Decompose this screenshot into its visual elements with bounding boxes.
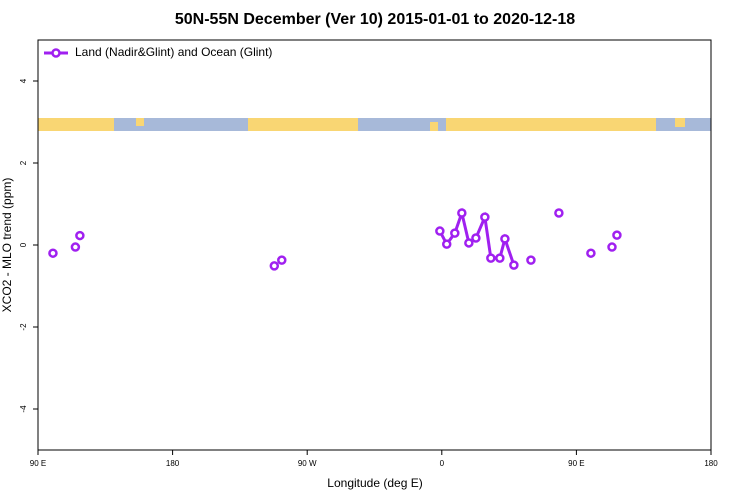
x-axis-label: Longitude (deg E): [327, 476, 422, 490]
x-tick-label: 180: [166, 459, 180, 468]
data-point: [612, 230, 622, 240]
map-band: [38, 118, 711, 131]
x-tick-label: 90 E: [30, 459, 46, 468]
data-point: [471, 233, 481, 243]
y-tick-label: -2: [19, 323, 28, 331]
y-tick-label: 2: [19, 160, 28, 165]
x-tick-label: 90 E: [568, 459, 584, 468]
land-band: [446, 118, 656, 131]
data-point: [464, 238, 474, 248]
land-band: [430, 122, 438, 131]
y-tick-label: 4: [19, 78, 28, 83]
y-axis-label: XCO2 - MLO trend (ppm): [0, 178, 14, 313]
y-tick-label: -4: [19, 405, 28, 413]
data-point: [435, 226, 445, 236]
x-tick-label: 0: [440, 459, 445, 468]
data-point: [495, 253, 505, 263]
data-point: [269, 261, 280, 271]
data-point: [554, 208, 564, 218]
data-point: [48, 248, 58, 258]
data-point: [277, 255, 287, 265]
data-point: [486, 253, 496, 263]
data-point: [526, 255, 536, 265]
legend-label: Land (Nadir&Glint) and Ocean (Glint): [75, 45, 272, 59]
y-tick-label: 0: [19, 242, 28, 247]
x-tick-label: 180: [704, 459, 718, 468]
data-point: [75, 230, 85, 241]
land-band: [675, 118, 685, 127]
data-point: [607, 242, 617, 252]
data-point: [509, 260, 519, 270]
data-point: [70, 242, 81, 252]
data-point: [500, 234, 510, 244]
x-tick-label: 90 W: [298, 459, 317, 468]
land-band: [248, 118, 358, 131]
data-point: [450, 228, 460, 238]
legend-swatch: [51, 48, 61, 58]
data-point: [586, 248, 596, 258]
data-point: [457, 208, 467, 218]
chart-title: 50N-55N December (Ver 10) 2015-01-01 to …: [175, 11, 575, 28]
land-band: [136, 118, 144, 126]
land-band: [38, 118, 114, 131]
data-point: [480, 212, 490, 222]
data-point: [441, 239, 452, 249]
